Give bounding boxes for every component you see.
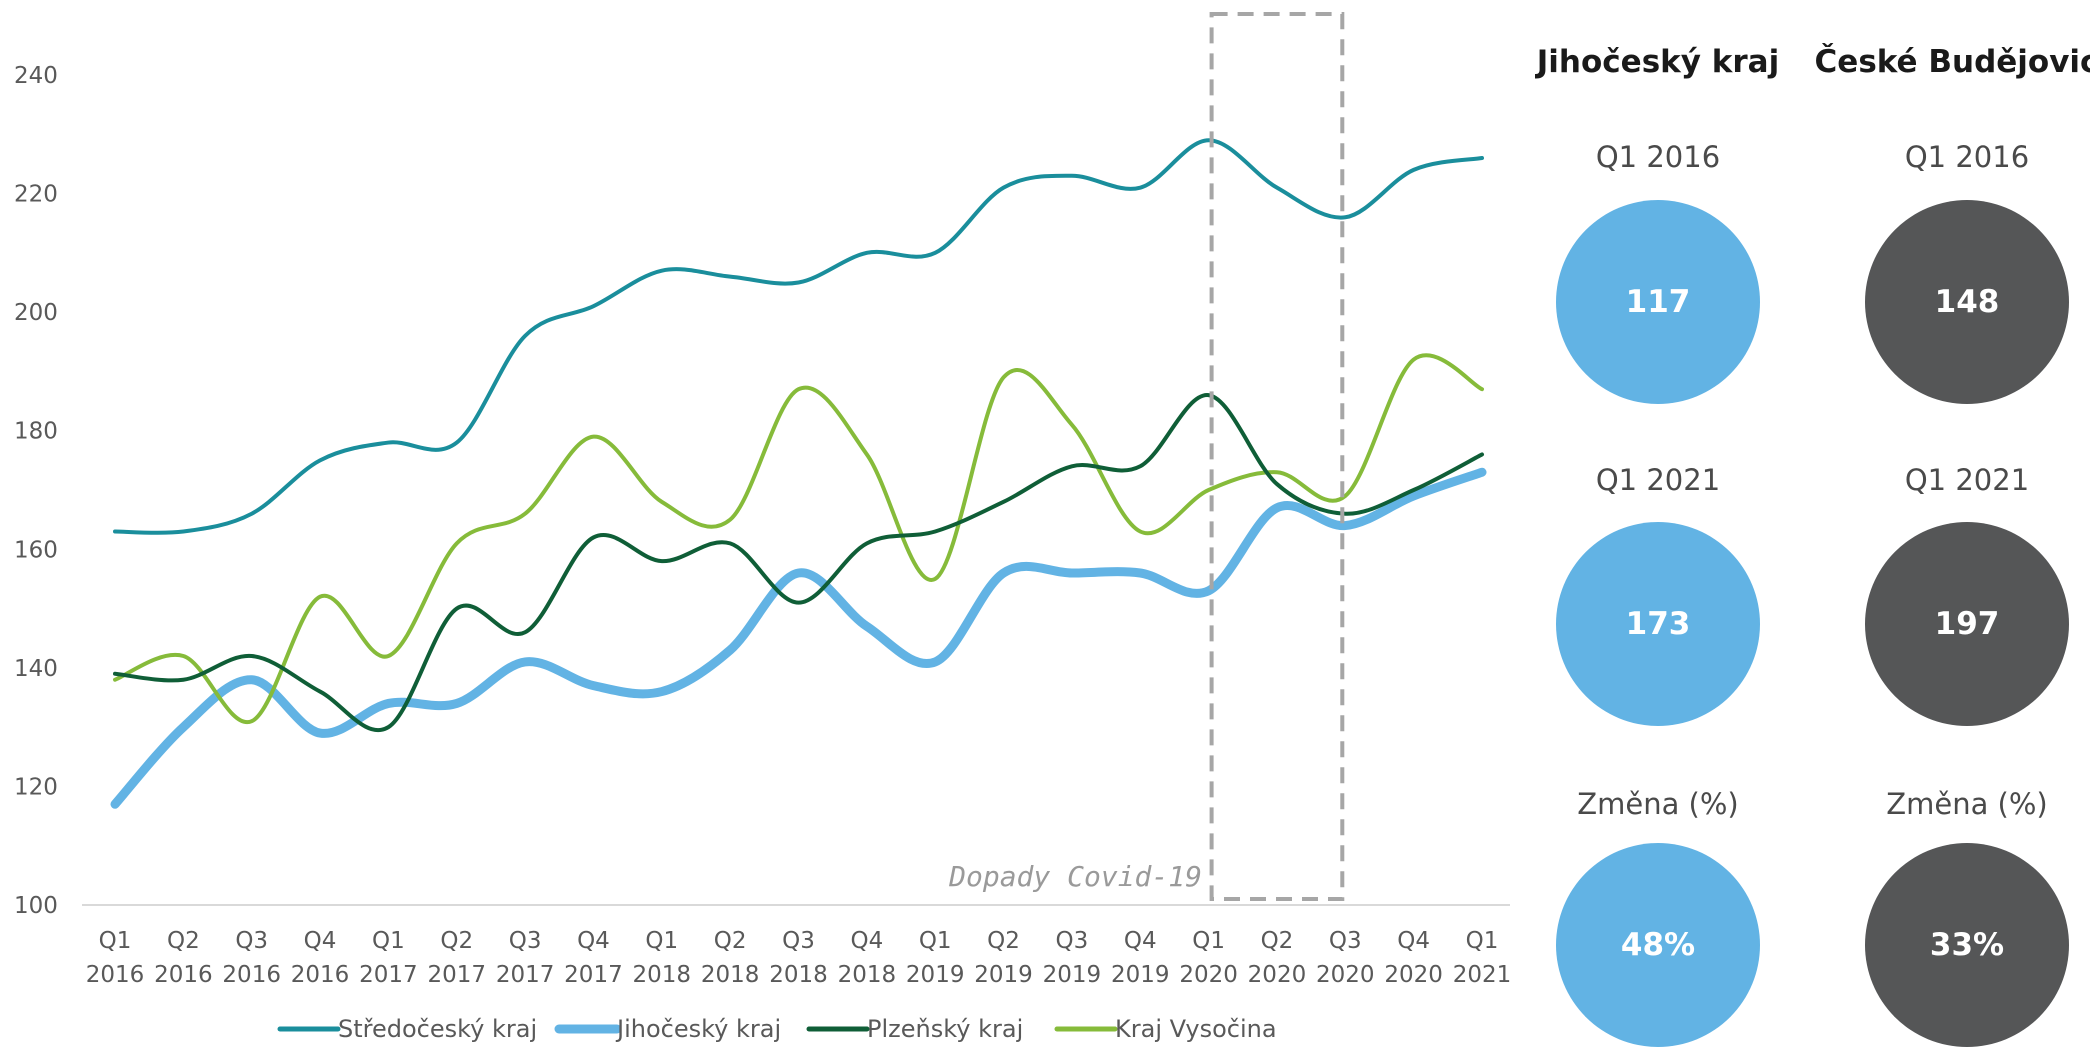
stat-circle: 173 xyxy=(1556,522,1760,726)
stat-circle: 33% xyxy=(1865,843,2069,1047)
stat-circle: 48% xyxy=(1556,843,1760,1047)
x-tick-label: Q3 2019 xyxy=(1043,928,1102,988)
y-tick-label: 240 xyxy=(14,63,58,89)
stat-label: Q1 2021 xyxy=(1904,463,2030,497)
x-tick-label: Q4 2017 xyxy=(564,928,623,988)
covid-period-box xyxy=(1209,12,1345,901)
x-tick-label: Q1 2017 xyxy=(359,928,418,988)
panel-title: Jihočeský kraj xyxy=(1536,44,1780,80)
stat-label: Q1 2016 xyxy=(1904,140,2030,174)
x-tick-label: Q2 2018 xyxy=(701,928,760,988)
x-tick-label: Q1 2018 xyxy=(633,928,692,988)
stat-value: 33% xyxy=(1929,927,2005,963)
stat-value: 173 xyxy=(1625,606,1691,642)
series-line xyxy=(113,353,1484,725)
x-tick-label: Q1 2019 xyxy=(906,928,965,988)
legend-label: Středočeský kraj xyxy=(338,1015,537,1043)
x-tick-label: Q4 2018 xyxy=(838,928,897,988)
y-tick-label: 220 xyxy=(14,182,58,208)
x-tick-label: Q4 2019 xyxy=(1111,928,1170,988)
stat-circle: 148 xyxy=(1865,200,2069,404)
x-tick-label: Q3 2017 xyxy=(496,928,555,988)
stat-value: 117 xyxy=(1625,284,1691,320)
x-tick-label: Q3 2016 xyxy=(222,928,281,988)
series-line xyxy=(113,138,1484,535)
x-tick-label: Q1 2021 xyxy=(1453,928,1512,988)
stat-label: Q1 2021 xyxy=(1595,463,1721,497)
covid-annotation: Dopady Covid-19 xyxy=(948,12,1345,901)
stat-circle: 197 xyxy=(1865,522,2069,726)
y-axis-ticks: 100 120 140 160 180 200 220 240 xyxy=(14,63,58,919)
y-tick-label: 120 xyxy=(14,774,58,800)
series-line xyxy=(113,393,1484,732)
x-tick-label: Q2 2020 xyxy=(1248,928,1307,988)
panel-title: České Budějovice xyxy=(1814,44,2090,80)
legend-label: Kraj Vysočina xyxy=(1115,1015,1277,1043)
x-tick-label: Q2 2016 xyxy=(154,928,213,988)
stat-label: Q1 2016 xyxy=(1595,140,1721,174)
legend-label: Jihočeský kraj xyxy=(615,1015,781,1043)
x-tick-label: Q2 2017 xyxy=(427,928,486,988)
y-tick-label: 180 xyxy=(14,419,58,445)
stat-circle: 117 xyxy=(1556,200,1760,404)
x-tick-label: Q4 2016 xyxy=(291,928,350,988)
covid-label: Dopady Covid-19 xyxy=(948,860,1202,893)
y-tick-label: 200 xyxy=(14,300,58,326)
stat-value: 197 xyxy=(1934,606,2000,642)
x-tick-label: Q1 2016 xyxy=(86,928,145,988)
stat-value: 148 xyxy=(1934,284,2000,320)
x-tick-label: Q1 2020 xyxy=(1179,928,1238,988)
y-tick-label: 160 xyxy=(14,537,58,563)
x-tick-label: Q3 2020 xyxy=(1316,928,1375,988)
y-tick-label: 140 xyxy=(14,656,58,682)
stat-label: Změna (%) xyxy=(1577,787,1739,821)
x-tick-label: Q3 2018 xyxy=(769,928,828,988)
x-tick-label: Q4 2020 xyxy=(1384,928,1443,988)
legend: Středočeský kraj Jihočeský kraj Plzeňský k… xyxy=(277,1015,1277,1043)
y-tick-label: 100 xyxy=(14,893,58,919)
series-lines xyxy=(110,138,1487,809)
legend-label: Plzeňský kraj xyxy=(867,1015,1023,1043)
stat-label: Změna (%) xyxy=(1886,787,2048,821)
series-line xyxy=(110,467,1487,809)
x-tick-label: Q2 2019 xyxy=(974,928,1033,988)
stat-value: 48% xyxy=(1620,927,1696,963)
